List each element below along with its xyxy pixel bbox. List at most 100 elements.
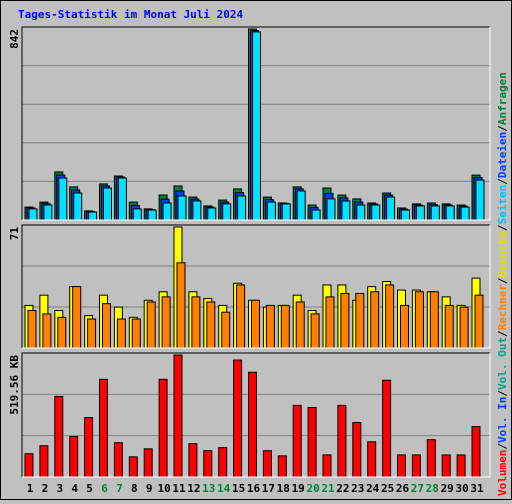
x-tick-label: 26	[396, 482, 410, 495]
bar	[296, 190, 306, 221]
bar	[162, 202, 172, 221]
bar	[251, 299, 260, 349]
bar	[352, 422, 362, 478]
x-tick-label: 7	[116, 482, 123, 495]
legend: Volumen/Vol. In/Vol. Out/Rechner/Besuche…	[496, 72, 509, 496]
bar	[203, 450, 213, 478]
bar	[116, 318, 126, 349]
bar	[356, 204, 366, 221]
bar	[444, 304, 454, 349]
bar	[24, 453, 34, 478]
bar	[355, 292, 365, 349]
bar	[147, 209, 157, 221]
bar	[177, 195, 187, 221]
bar	[441, 454, 451, 478]
legend-entry: Vol. Out	[496, 337, 509, 390]
bar	[429, 291, 439, 349]
bar	[39, 445, 49, 478]
x-tick-label: 14	[217, 482, 231, 495]
bar	[397, 454, 406, 478]
bar	[341, 200, 351, 221]
bar	[370, 291, 380, 349]
bar	[221, 311, 231, 349]
bar	[382, 379, 392, 478]
x-tick-label: 18	[277, 482, 290, 495]
bar	[88, 211, 98, 221]
bar	[131, 318, 141, 349]
legend-entry: Volumen	[496, 450, 509, 496]
x-tick-label: 17	[262, 482, 275, 495]
bar	[173, 354, 183, 478]
x-tick-label: 30	[455, 482, 468, 495]
legend-entry: Anfragen	[496, 72, 509, 125]
bar	[400, 304, 409, 349]
bar	[281, 203, 291, 221]
bar	[128, 456, 138, 478]
bar	[132, 208, 142, 221]
bar	[401, 209, 410, 221]
legend-separator: /	[496, 224, 509, 231]
x-tick-label: 19	[292, 482, 305, 495]
bar	[474, 294, 484, 349]
bar	[58, 177, 68, 221]
bar	[146, 301, 156, 349]
legend-separator: /	[496, 125, 509, 132]
y-tick-label: 71	[8, 227, 21, 241]
bar	[102, 303, 111, 349]
bar	[206, 301, 216, 349]
bar	[386, 196, 396, 221]
panel-border	[21, 26, 490, 220]
bar	[69, 436, 79, 478]
bar	[340, 292, 350, 349]
bar	[292, 404, 302, 478]
legend-separator: /	[496, 277, 509, 284]
bar	[311, 209, 321, 221]
x-tick-label: 8	[131, 482, 138, 495]
bar	[445, 205, 455, 221]
bar	[72, 286, 82, 349]
legend-entry: Vol. In	[496, 397, 509, 443]
bar	[42, 313, 52, 349]
panel-border	[22, 27, 491, 221]
x-tick-label: 3	[56, 482, 63, 495]
bar	[266, 201, 276, 221]
legend-separator: /	[496, 443, 509, 450]
legend-entry: Dateien	[496, 132, 509, 178]
x-tick-label: 25	[381, 482, 394, 495]
bar	[426, 439, 436, 478]
legend-separator: /	[496, 330, 509, 337]
panel-border	[21, 352, 490, 477]
bar	[113, 442, 123, 478]
bar	[87, 318, 97, 349]
bar	[43, 204, 53, 221]
y-tick-label: 519.56 KB	[8, 355, 21, 415]
x-tick-label: 28	[426, 482, 439, 495]
x-tick-label: 6	[101, 482, 108, 495]
x-tick-label: 20	[306, 482, 319, 495]
legend-separator: /	[496, 178, 509, 185]
bar	[27, 310, 37, 349]
bar	[430, 205, 440, 221]
bar	[262, 450, 272, 478]
bar	[57, 316, 67, 349]
bar	[322, 454, 332, 478]
x-tick-label: 13	[202, 482, 215, 495]
x-tick-label: 27	[411, 482, 424, 495]
bar	[99, 378, 108, 478]
bar	[411, 454, 421, 478]
bar	[143, 448, 153, 478]
bar	[54, 395, 64, 478]
bar	[84, 417, 94, 478]
x-tick-label: 21	[321, 482, 335, 495]
bar	[233, 359, 243, 478]
x-tick-label: 10	[157, 482, 170, 495]
bar	[191, 296, 201, 349]
bar	[367, 441, 377, 478]
bar	[475, 179, 485, 221]
bar	[325, 296, 335, 349]
bar	[337, 404, 347, 478]
legend-entry: Besuche	[496, 231, 509, 278]
bar	[371, 204, 381, 221]
